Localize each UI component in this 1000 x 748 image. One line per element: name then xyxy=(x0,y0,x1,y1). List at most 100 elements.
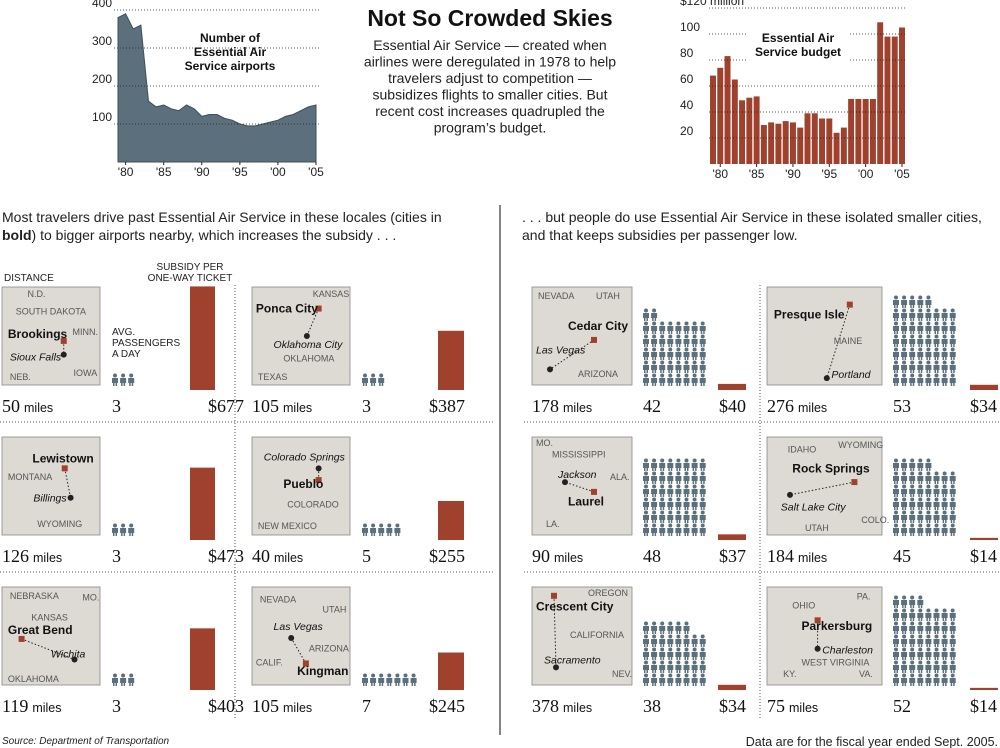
passenger-icon-head xyxy=(950,647,955,652)
city-marker xyxy=(61,465,68,472)
passenger-icon-head xyxy=(692,373,697,378)
passenger-icon-body xyxy=(691,515,698,523)
passenger-icon-body xyxy=(949,339,956,347)
state-label: MAINE xyxy=(834,336,863,346)
passenger-icon-head xyxy=(902,334,907,339)
passenger-icon-head xyxy=(676,634,681,639)
bar xyxy=(797,127,804,164)
passenger-icon-head xyxy=(371,673,376,678)
passenger-icon-body xyxy=(362,678,368,686)
passenger-icon-body xyxy=(691,639,698,647)
distance: 184 miles xyxy=(767,546,827,566)
subsidy-bar xyxy=(970,384,998,390)
passenger-icon-body xyxy=(683,378,690,386)
passenger-icon-head xyxy=(379,523,384,528)
bar xyxy=(753,96,760,164)
map xyxy=(251,586,351,686)
map xyxy=(766,436,883,536)
x-tick-label: '00 xyxy=(858,167,874,181)
passenger-icon-body xyxy=(691,652,698,660)
y-tick-label: 60 xyxy=(680,72,694,86)
passenger-icon-body xyxy=(675,476,682,484)
passenger-icon-body xyxy=(901,476,908,484)
bar xyxy=(826,118,833,164)
passenger-icon-body xyxy=(909,339,916,347)
description-line: airlines were deregulated in 1978 to hel… xyxy=(364,54,616,70)
passenger-icon-body xyxy=(643,378,649,386)
passenger-icon-head xyxy=(926,471,931,476)
passenger-icon-body xyxy=(909,326,916,334)
passenger-icons xyxy=(893,295,956,386)
passenger-icon-body xyxy=(699,652,706,660)
passenger-icon-body xyxy=(675,463,682,471)
passenger-icon-head xyxy=(363,673,367,678)
hub-name: Sacramento xyxy=(544,654,601,666)
passenger-icon-body xyxy=(917,326,924,334)
state-label: MO. xyxy=(536,438,553,448)
passenger-icon-head xyxy=(902,510,907,515)
passenger-icon-head xyxy=(934,608,939,613)
distance-unit: miles xyxy=(32,701,61,715)
passenger-icon-body xyxy=(659,463,666,471)
passenger-icon-head xyxy=(684,334,689,339)
passenger-icon-body xyxy=(949,502,956,510)
passenger-icon-body xyxy=(901,613,908,621)
hub-dot xyxy=(303,333,310,339)
passenger-icon-head xyxy=(668,458,673,463)
subsidy-label: $14 xyxy=(970,696,997,716)
distance-unit: miles xyxy=(563,401,592,415)
chart-label: Essential Air xyxy=(762,31,835,45)
passenger-icon-body xyxy=(362,378,368,386)
chart-label: Service airports xyxy=(185,59,276,73)
passenger-icon-head xyxy=(902,621,907,626)
passenger-icon-head xyxy=(934,308,939,313)
passenger-icon-body xyxy=(917,313,924,321)
passengers-value: 3 xyxy=(362,396,371,416)
description-line: program’s budget. xyxy=(434,120,547,136)
passenger-icon-body xyxy=(659,626,666,634)
passenger-icon-head xyxy=(668,647,673,652)
passengers-value: 38 xyxy=(643,696,661,716)
route xyxy=(306,308,320,337)
passenger-icon-body xyxy=(667,678,674,686)
distance: 105 miles xyxy=(252,696,312,716)
distance: 378 miles xyxy=(532,696,592,716)
state-label: KANSAS xyxy=(313,289,350,299)
passenger-icons xyxy=(643,458,706,536)
passenger-icon-body xyxy=(949,678,956,686)
passenger-icon-body xyxy=(675,326,682,334)
passenger-icon-head xyxy=(660,321,665,326)
passenger-icon-head xyxy=(676,497,681,502)
passenger-icon-head xyxy=(684,673,689,678)
passenger-icon-body xyxy=(675,352,682,360)
passenger-icon-head xyxy=(668,523,673,528)
passenger-icon-body xyxy=(909,365,916,373)
passenger-icon-head xyxy=(692,360,697,365)
passenger-icon-body xyxy=(933,665,940,673)
passenger-icon-body xyxy=(909,502,916,510)
passenger-icon-head xyxy=(700,673,705,678)
passenger-icon-body xyxy=(643,678,649,686)
hub-name: Wichita xyxy=(51,649,85,661)
passenger-icon-body xyxy=(699,665,706,673)
passenger-icon-head xyxy=(934,634,939,639)
passenger-icon-body xyxy=(901,626,908,634)
passenger-icon-head xyxy=(926,497,931,502)
passenger-icon-body xyxy=(909,613,916,621)
subsidy-label: $403 xyxy=(208,696,244,716)
passenger-icon-head xyxy=(894,295,898,300)
city-panel: N.D. SOUTH DAKOTA MINN. NEB. IOWA Brookings Si… xyxy=(1,286,244,416)
city-panel: NEBRASKA MO. KANSAS OKLAHOMA Great Bend Wichi… xyxy=(1,586,244,716)
passenger-icon-head xyxy=(950,347,955,352)
intro-right: and that keeps subsidies per passenger l… xyxy=(522,227,798,243)
passenger-icon-body xyxy=(901,678,908,686)
passenger-icon-head xyxy=(926,660,931,665)
passenger-icon-body xyxy=(901,365,908,373)
subsidy-label: $37 xyxy=(719,546,746,566)
passenger-icon-head xyxy=(395,673,400,678)
passengers-value: 3 xyxy=(112,696,121,716)
city-name: Ponca City xyxy=(256,301,318,315)
passenger-icon-body xyxy=(370,528,377,536)
passenger-icon-body xyxy=(909,489,916,497)
